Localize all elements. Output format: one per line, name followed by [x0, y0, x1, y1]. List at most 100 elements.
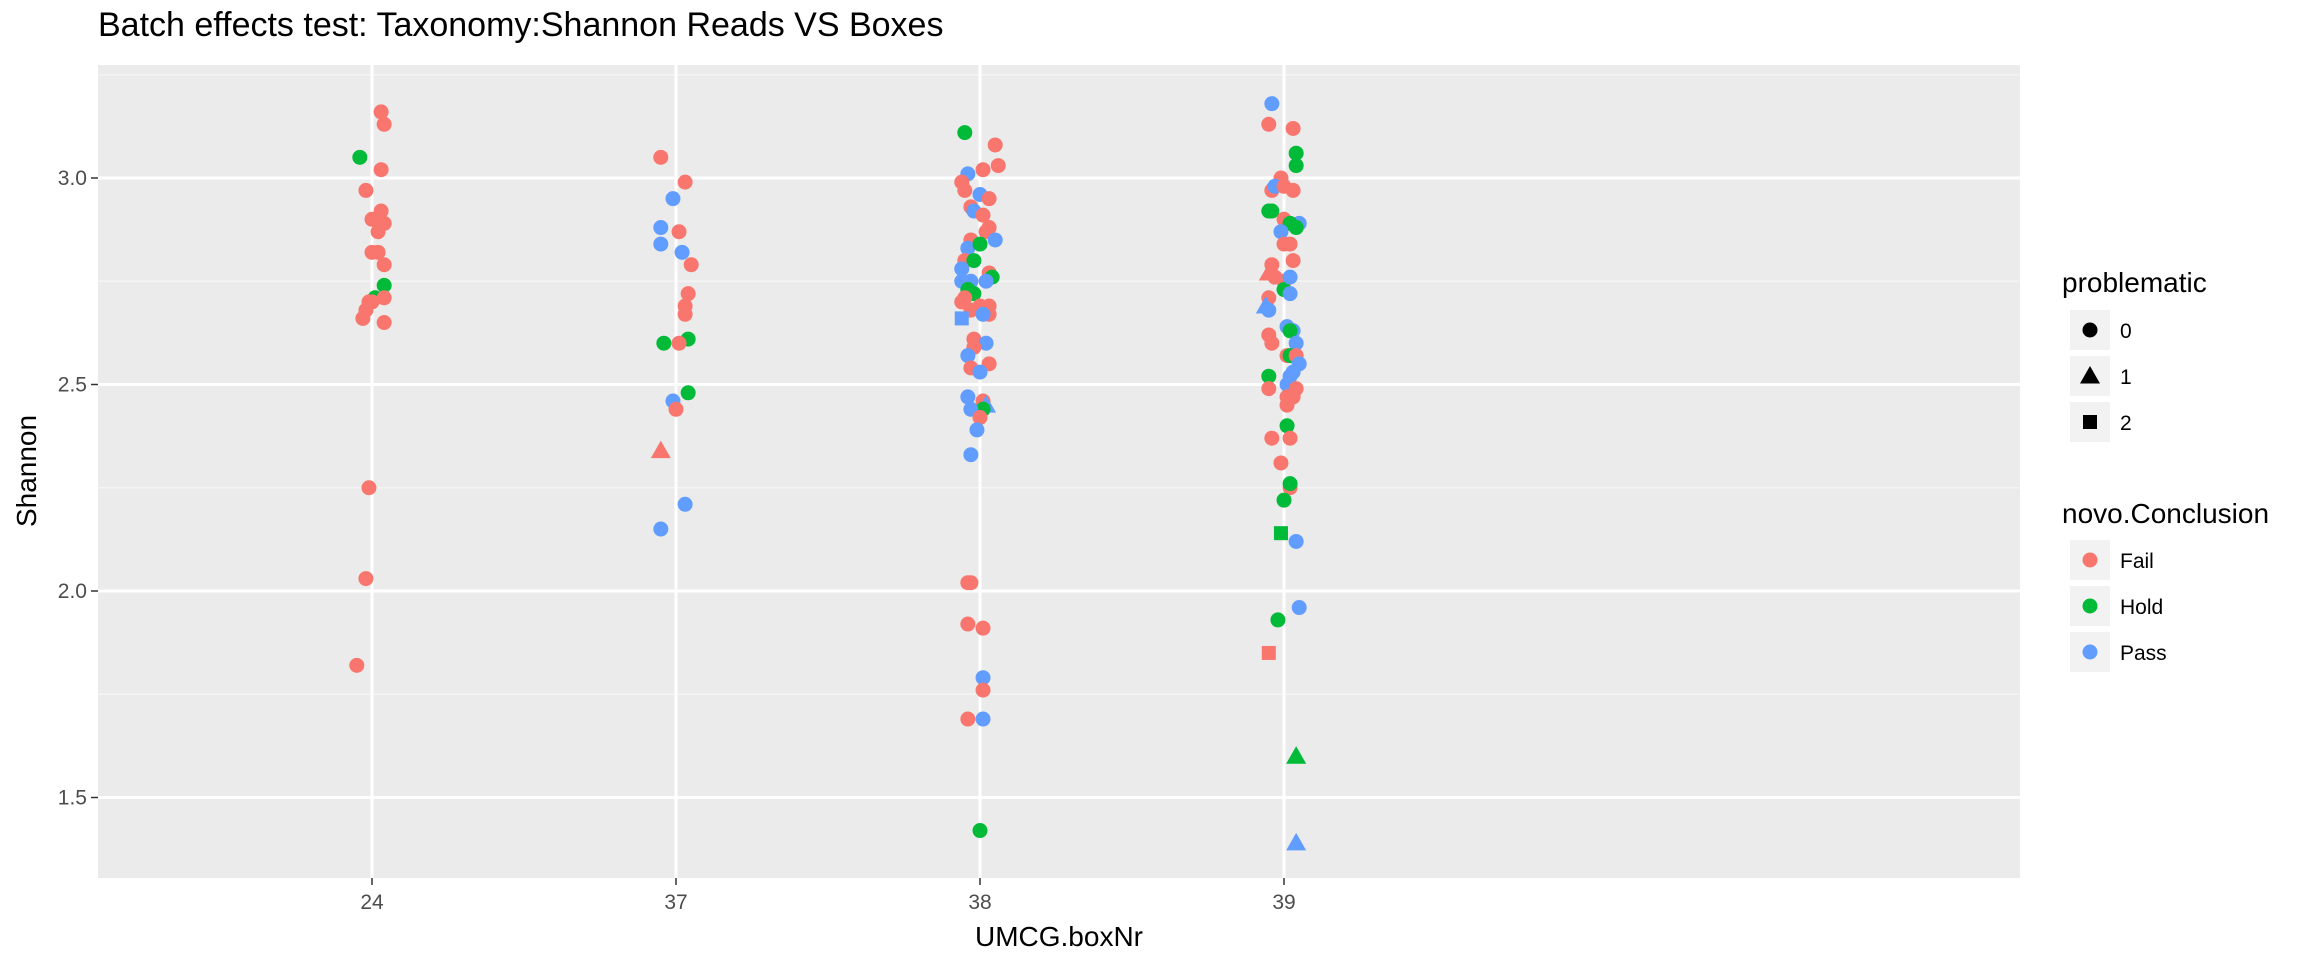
data-point: [376, 257, 392, 273]
data-point: [656, 335, 672, 351]
data-point: [1261, 381, 1277, 397]
data-point: [1279, 418, 1295, 434]
legend-shape-label: 1: [2120, 366, 2132, 389]
data-point: [1282, 323, 1298, 339]
data-point: [358, 182, 374, 198]
x-tick-label: 39: [1272, 891, 1295, 914]
data-point: [1286, 746, 1307, 764]
data-point: [972, 823, 988, 839]
legend-color-items: Fail Hold Pass: [2070, 540, 2167, 672]
data-point: [975, 670, 991, 686]
legend-color-label: Pass: [2120, 642, 2167, 665]
data-point: [665, 191, 681, 207]
data-point: [1261, 116, 1277, 132]
data-point: [1261, 302, 1277, 318]
data-point: [677, 496, 693, 512]
data-point: [975, 207, 991, 223]
x-tick-label: 37: [664, 891, 687, 914]
data-point: [975, 711, 991, 727]
data-point: [1273, 224, 1289, 240]
data-point: [361, 480, 377, 496]
data-point: [960, 240, 976, 256]
legend-color-title: novo.Conclusion: [2062, 498, 2269, 529]
data-point: [680, 286, 696, 302]
data-point: [650, 440, 671, 459]
legend-shape-triangle-icon: [2080, 366, 2100, 384]
data-point: [1273, 526, 1288, 541]
data-point: [1276, 236, 1292, 252]
data-point: [1288, 145, 1304, 161]
data-point: [1264, 335, 1280, 351]
data-point: [957, 182, 973, 198]
legend-color-swatch: [2082, 552, 2098, 568]
data-point: [1273, 455, 1289, 471]
data-point: [671, 224, 687, 240]
data-point: [990, 158, 1006, 174]
legend-shape-square-icon: [2083, 415, 2097, 429]
data-point: [960, 616, 976, 632]
data-point: [683, 257, 699, 273]
data-point: [1282, 476, 1298, 492]
data-point: [1288, 158, 1304, 174]
data-point: [975, 682, 991, 698]
legend-color-swatch: [2082, 598, 2098, 614]
data-point: [1288, 335, 1304, 351]
data-point: [1288, 220, 1304, 236]
legend-shape-label: 0: [2120, 320, 2132, 343]
data-points: [349, 96, 1307, 851]
legend-color-label: Fail: [2120, 550, 2154, 573]
data-point: [376, 315, 392, 331]
legend-shape-label: 2: [2120, 412, 2132, 435]
data-point: [376, 277, 392, 293]
data-point: [1276, 492, 1292, 508]
legend-shape-title: problematic: [2062, 267, 2207, 298]
data-point: [963, 447, 979, 463]
data-point: [677, 306, 693, 322]
chart-title: Batch effects test: Taxonomy:Shannon Rea…: [98, 6, 944, 44]
data-point: [981, 191, 997, 207]
data-point: [1285, 120, 1301, 136]
y-tick-label: 2.0: [58, 580, 87, 603]
data-point: [653, 220, 669, 236]
legend-shape-circle-icon: [2082, 322, 2098, 338]
data-point: [1261, 203, 1277, 219]
data-point: [975, 162, 991, 178]
data-point: [987, 232, 1003, 248]
data-point: [1264, 430, 1280, 446]
data-point: [355, 310, 371, 326]
data-point: [954, 261, 970, 277]
x-axis-ticks: 24 37 38 39: [360, 878, 1296, 914]
data-point: [1279, 397, 1295, 413]
data-point: [373, 162, 389, 178]
data-point: [978, 273, 994, 289]
data-point: [1285, 182, 1301, 198]
data-point: [972, 364, 988, 380]
data-point: [969, 422, 985, 438]
data-point: [370, 224, 386, 240]
data-point: [1282, 269, 1298, 285]
y-axis-ticks: 1.5 2.0 2.5 3.0: [58, 167, 98, 810]
data-point: [963, 575, 979, 591]
data-point: [966, 253, 982, 269]
data-point: [960, 389, 976, 405]
data-point: [671, 335, 687, 351]
x-tick-label: 24: [360, 891, 384, 914]
data-point: [972, 410, 988, 426]
data-point: [352, 149, 368, 165]
data-point: [373, 104, 389, 120]
data-point: [972, 236, 988, 252]
data-point: [978, 335, 994, 351]
legend-shape-items: 0 1 2: [2070, 310, 2132, 442]
data-point: [358, 571, 374, 587]
data-point: [960, 711, 976, 727]
data-point: [1264, 96, 1280, 112]
gridlines: [98, 65, 2020, 878]
data-point: [954, 311, 969, 326]
data-point: [987, 137, 1003, 153]
data-point: [653, 236, 669, 252]
y-tick-label: 3.0: [58, 167, 87, 190]
data-point: [674, 244, 690, 260]
plot-panel: [98, 65, 2020, 878]
data-point: [349, 657, 365, 673]
